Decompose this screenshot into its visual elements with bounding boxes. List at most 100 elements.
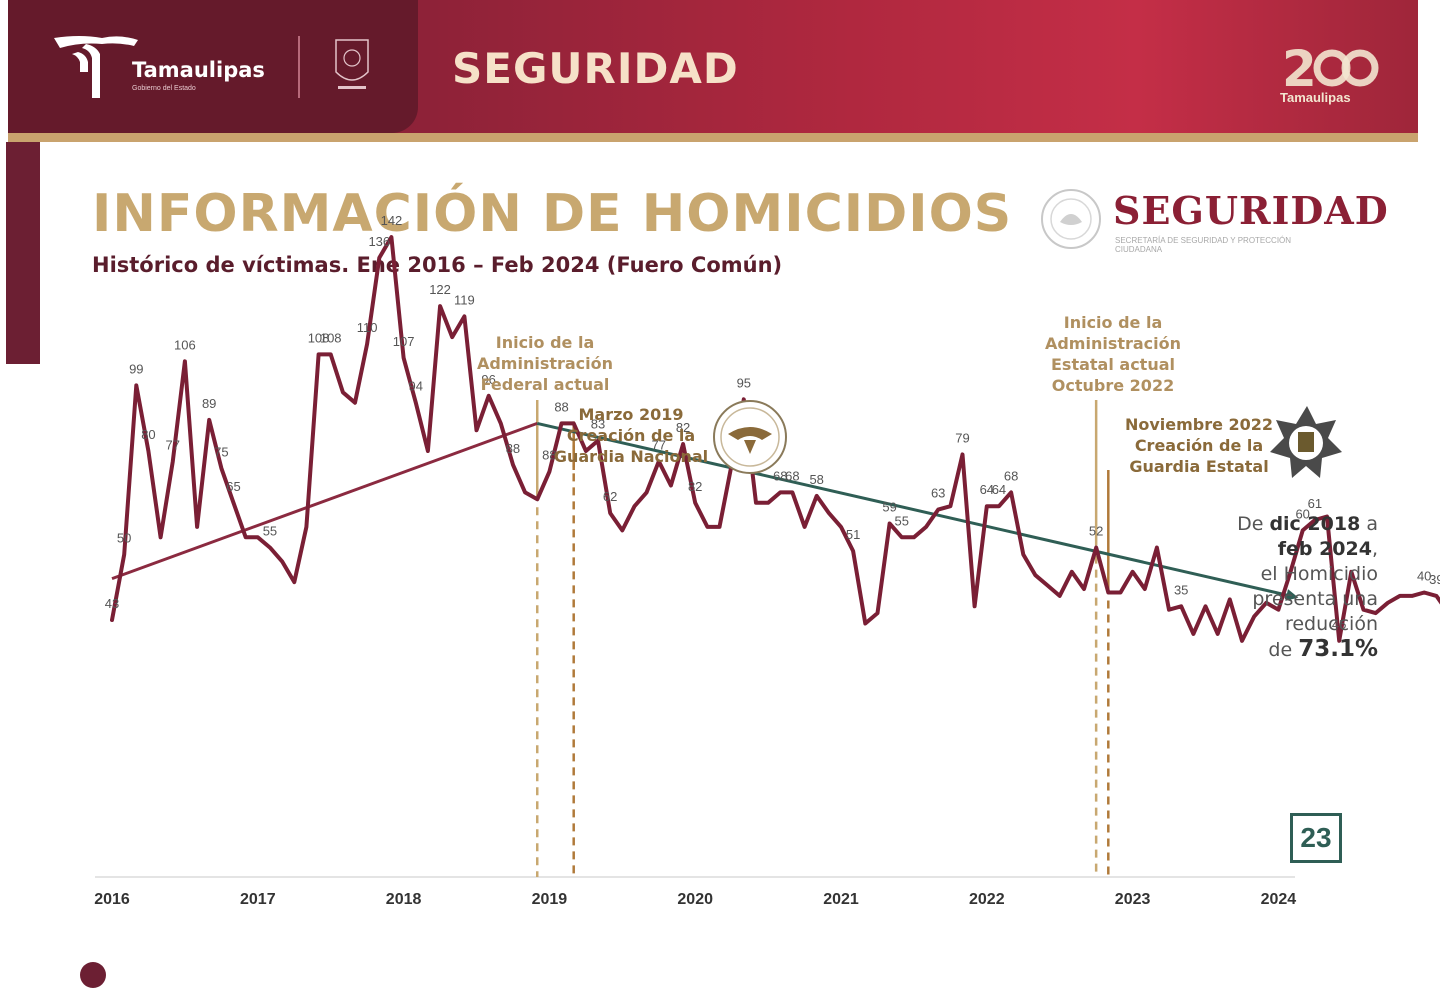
annotation-estatal: Inicio de la Administración Estatal actu… (1030, 312, 1196, 396)
svg-text:2: 2 (1282, 40, 1317, 98)
point-label: 45 (1332, 617, 1346, 632)
x-tick-label: 2021 (823, 891, 859, 908)
point-label: 82 (676, 420, 690, 435)
x-tick-label: 2020 (677, 891, 713, 908)
point-label: 110 (357, 320, 378, 335)
logo-divider (298, 36, 300, 98)
final-value-box: 23 (1290, 813, 1342, 863)
x-tick-label: 2024 (1261, 891, 1297, 908)
state-name: Tamaulipas (132, 58, 265, 82)
point-label: 136 (368, 234, 390, 249)
point-label: 68 (785, 468, 799, 483)
point-label: 106 (174, 337, 196, 352)
point-label: 61 (1308, 496, 1322, 511)
annotation-gn-line-3: Guardia Nacional (553, 447, 709, 466)
trend-lines (111, 421, 1299, 601)
header-banner (8, 0, 1418, 133)
annotation-estatal-line-2: Administración (1044, 334, 1182, 353)
national-emblem-icon (1041, 189, 1101, 249)
annotation-gn-line-2: Creación de la (566, 426, 696, 445)
trend-line-1 (536, 421, 1291, 598)
note-line-4: presenta una (1252, 588, 1378, 610)
x-tick-label: 2023 (1115, 891, 1151, 908)
point-label: 89 (202, 396, 216, 411)
note-line-3: el Homicidio (1260, 563, 1378, 585)
annotation-federal-line-2: Administración (476, 354, 614, 373)
point-label: 80 (141, 427, 155, 442)
point-label: 77 (166, 437, 180, 452)
point-label: 62 (603, 489, 617, 504)
point-label: 82 (688, 479, 702, 494)
point-label: 79 (955, 430, 969, 445)
annotation-guardia-estatal: Noviembre 2022 Creación de la Guardia Es… (1116, 414, 1282, 477)
x-tick-label: 2019 (532, 891, 568, 908)
point-label: 65 (226, 479, 240, 494)
annotation-estatal-line-4: Octubre 2022 (1051, 376, 1175, 395)
tamaulipas-logo-icon (54, 36, 138, 98)
agency-subtitle: SECRETARÍA DE SEGURIDAD Y PROTECCIÓN CIU… (1115, 236, 1292, 254)
state-subtitle: Gobierno del Estado (132, 85, 196, 92)
guardia-estatal-star-icon (1270, 406, 1342, 478)
point-label: 51 (846, 527, 860, 542)
note-line-1: De dic 2018 a (1212, 512, 1378, 537)
series-line-homicides (110, 235, 1440, 643)
state-seal-icon (335, 39, 369, 89)
point-label: 75 (214, 444, 228, 459)
annotation-federal-line-3: Federal actual (480, 375, 610, 394)
note-l2: feb 2024 (1277, 538, 1372, 560)
annotation-ge-line-1: Noviembre 2022 (1124, 415, 1274, 434)
point-label: 43 (105, 596, 119, 611)
footer-dot (80, 962, 106, 988)
point-label: 96 (481, 372, 495, 387)
point-label: 94 (409, 379, 423, 394)
x-tick-label: 2022 (969, 891, 1005, 908)
note-line-6: de 73.1% (1212, 637, 1378, 663)
point-label: 122 (429, 282, 451, 297)
point-label: 60 (1295, 506, 1309, 521)
note-l1b: dic 2018 (1269, 513, 1361, 535)
anniversary-200-logo-icon: 2 (1282, 40, 1379, 98)
point-label: 68 (773, 468, 787, 483)
note-l1a: De (1237, 513, 1270, 535)
point-label: 107 (393, 334, 415, 349)
note-l6a: de (1268, 639, 1299, 661)
point-label: 59 (882, 499, 896, 514)
point-label: 58 (809, 472, 823, 487)
reduction-note: De dic 2018 a feb 2024, el Homicidio pre… (1212, 512, 1378, 663)
annotation-gn-line-1: Marzo 2019 (578, 405, 684, 424)
point-label: 55 (263, 524, 277, 539)
chart-subtitle: Histórico de víctimas. Ene 2016 – Feb 20… (92, 253, 783, 277)
vertical-markers (536, 400, 1110, 877)
anniversary-label: Tamaulipas (1280, 90, 1351, 105)
point-label: 83 (591, 417, 605, 432)
point-label: 88 (542, 448, 556, 463)
annotation-estatal-line-1: Inicio de la (1063, 313, 1163, 332)
x-tick-label: 2017 (240, 891, 276, 908)
header-left-panel (8, 0, 418, 133)
point-label: 119 (454, 292, 475, 307)
point-label: 99 (129, 361, 143, 376)
point-label: 88 (554, 399, 568, 414)
x-tick-label: 2016 (94, 891, 130, 908)
point-label: 64 (992, 482, 1006, 497)
section-title: SEGURIDAD (452, 44, 739, 93)
annotation-federal: Inicio de la Administración Federal actu… (462, 332, 628, 395)
point-label: 35 (1174, 582, 1188, 597)
point-label: 142 (381, 213, 403, 228)
x-tick-labels: 2016 2017 2018 2019 2020 2021 2022 2023 2024 (94, 891, 1296, 908)
point-label: 63 (931, 486, 945, 501)
trend-line-0 (111, 421, 538, 581)
reduction-percent: 73.1% (1298, 636, 1378, 662)
trend-arrow-head (1285, 589, 1299, 601)
point-label: 52 (1089, 524, 1103, 539)
point-label: 50 (117, 531, 131, 546)
point-label: 39 (1429, 572, 1440, 587)
point-label: 95 (737, 375, 751, 390)
agency-name: SEGURIDAD (1113, 188, 1389, 233)
annotation-ge-line-2: Creación de la (1134, 436, 1264, 455)
note-l2c: , (1371, 538, 1378, 560)
annotation-guardia-nacional: Marzo 2019 Creación de la Guardia Nacion… (548, 404, 714, 467)
annotation-federal-line-1: Inicio de la (495, 333, 595, 352)
point-label: 108 (308, 330, 330, 345)
